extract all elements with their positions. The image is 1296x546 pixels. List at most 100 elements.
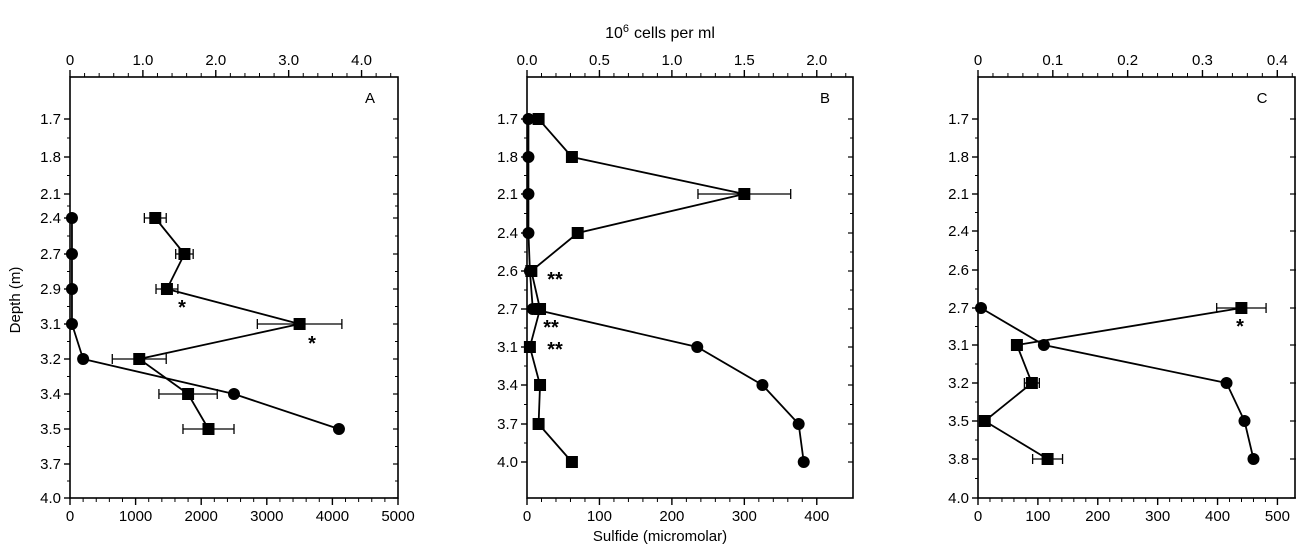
square-marker (738, 188, 751, 200)
top-tick-label: 4.0 (351, 52, 372, 69)
y-tick-label: 2.1 (948, 186, 969, 203)
plot-frame (977, 76, 1296, 499)
top-tick-label: 0.5 (589, 52, 610, 69)
significance-annotation: * (308, 333, 316, 355)
circle-series-line (527, 119, 805, 463)
significance-annotation: ** (543, 317, 559, 339)
y-tick-label: 3.2 (40, 351, 61, 368)
top-tick-label: 0.4 (1267, 52, 1288, 69)
y-tick-label: 1.7 (948, 111, 969, 128)
y-tick-label: 3.8 (948, 451, 969, 468)
circle-marker (526, 303, 539, 315)
circle-marker (522, 151, 535, 163)
y-tick-label: 3.1 (948, 337, 969, 354)
y-tick-label: 3.1 (40, 316, 61, 333)
bottom-tick-label: 0 (974, 508, 982, 525)
panel-b: 0.0 0.5 1.0 1.5 2.0 0 100 200 300 400 1.7 1.8 2.1 2.4… (497, 52, 854, 525)
top-axis-label: 106 cells per ml (605, 23, 715, 42)
y-tick-label: 1.7 (497, 111, 518, 128)
circle-marker (65, 318, 78, 330)
circle-marker (332, 423, 345, 435)
y-tick-label: 2.7 (948, 300, 969, 317)
y-tick-label: 3.7 (40, 456, 61, 473)
bottom-tick-label: 300 (1145, 508, 1170, 525)
square-marker (293, 318, 306, 330)
top-tick-label: 1.5 (734, 52, 755, 69)
circle-marker (691, 341, 704, 353)
top-tick-label: 0.0 (517, 52, 538, 69)
y-tick-label: 3.5 (948, 413, 969, 430)
square-marker (160, 283, 173, 295)
y-tick-label: 2.4 (497, 225, 518, 242)
square-marker (178, 248, 191, 260)
y-tick-label: 2.1 (40, 186, 61, 203)
y-tick-label: 1.8 (40, 149, 61, 166)
circle-marker (974, 302, 987, 314)
plot-frame (69, 76, 399, 499)
y-tick-label: 3.4 (497, 377, 518, 394)
square-marker (1025, 377, 1038, 389)
bottom-tick-label: 3000 (250, 508, 283, 525)
square-marker (565, 456, 578, 468)
panel-a: 0 1.0 2.0 3.0 4.0 0 1000 2000 3000 4000 5000 1.7 1.8… (40, 52, 415, 525)
panel-letter: C (1257, 90, 1268, 107)
circle-marker (77, 353, 90, 365)
y-tick-label: 3.4 (40, 386, 61, 403)
top-tick-label: 0.1 (1042, 52, 1063, 69)
top-tick-label: 0 (974, 52, 982, 69)
plot-frame (526, 76, 854, 499)
bottom-tick-label: 500 (1265, 508, 1290, 525)
y-tick-label: 2.1 (497, 186, 518, 203)
y-tick-label: 4.0 (948, 490, 969, 507)
square-series-line (983, 307, 1242, 460)
bottom-tick-label: 300 (732, 508, 757, 525)
bottom-tick-label: 100 (587, 508, 612, 525)
y-tick-label: 4.0 (40, 490, 61, 507)
y-tick-label: 3.5 (40, 421, 61, 438)
top-tick-label: 0 (66, 52, 74, 69)
square-marker (133, 353, 146, 365)
top-tick-label: 2.0 (806, 52, 827, 69)
circle-marker (522, 113, 535, 125)
top-tick-label: 2.0 (205, 52, 226, 69)
significance-annotation: * (1236, 316, 1244, 338)
y-tick-label: 2.4 (948, 223, 969, 240)
bottom-tick-label: 400 (1205, 508, 1230, 525)
y-tick-label: 4.0 (497, 454, 518, 471)
square-marker (532, 418, 545, 430)
circle-marker (756, 379, 769, 391)
y-tick-label: 2.6 (948, 262, 969, 279)
bottom-tick-label: 400 (804, 508, 829, 525)
top-tick-label: 0.3 (1192, 52, 1213, 69)
panel-c: 0 0.1 0.2 0.3 0.4 0 100 200 300 400 500 1.7 1.8 2.1 2.… (948, 52, 1296, 525)
y-axis-label: Depth (m) (7, 267, 24, 334)
top-axis-label-text: cells per ml (634, 25, 715, 42)
bottom-axis-label: Sulfide (micromolar) (593, 528, 727, 545)
top-tick-label: 1.0 (661, 52, 682, 69)
y-tick-label: 2.6 (497, 263, 518, 280)
y-tick-label: 2.9 (40, 281, 61, 298)
circle-marker (1220, 377, 1233, 389)
circle-marker (523, 265, 536, 277)
square-series-line (528, 118, 745, 463)
square-marker (202, 423, 215, 435)
circle-marker (65, 212, 78, 224)
square-marker (149, 212, 162, 224)
square-marker (978, 415, 991, 427)
y-tick-label: 2.4 (40, 210, 61, 227)
square-marker (565, 151, 578, 163)
square-marker (534, 379, 547, 391)
square-marker (523, 341, 536, 353)
square-marker (182, 388, 195, 400)
bottom-tick-label: 200 (1085, 508, 1110, 525)
circle-marker (1247, 453, 1260, 465)
square-marker (1010, 339, 1023, 351)
bottom-tick-label: 2000 (185, 508, 218, 525)
square-marker (571, 227, 584, 239)
bottom-tick-label: 0 (66, 508, 74, 525)
significance-annotation: * (178, 297, 186, 319)
top-tick-label: 0.2 (1117, 52, 1138, 69)
bottom-tick-label: 100 (1025, 508, 1050, 525)
y-tick-label: 2.7 (40, 246, 61, 263)
